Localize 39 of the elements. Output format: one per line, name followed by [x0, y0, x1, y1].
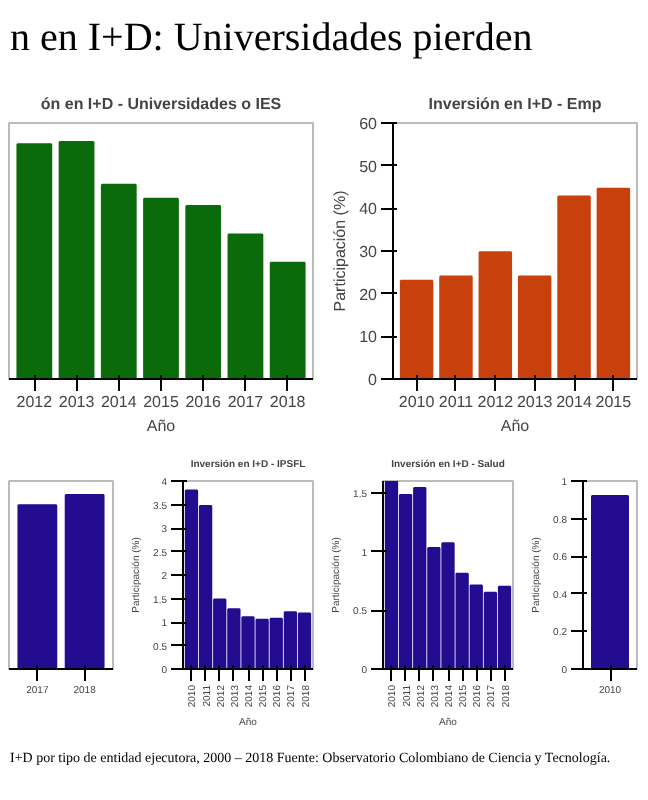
x-tick-label: 2011 [438, 393, 475, 411]
text: n en I+D: Universidades pierden [10, 14, 533, 64]
bar [58, 140, 95, 379]
x-axis-title: Año [500, 417, 531, 435]
x-tick-label: 2012 [477, 393, 515, 411]
x-tick-label: 2014 [100, 393, 138, 411]
bar [100, 183, 137, 379]
y-axis-title: Participación (%) [331, 189, 350, 312]
y-tick-label: 30 [359, 243, 379, 261]
x-tick-label: 2013 [58, 393, 96, 411]
bar [143, 197, 179, 379]
x-tick-label: 2010 [398, 393, 436, 411]
chart-title: ón en I+D - Universidades o IES [40, 95, 283, 113]
x-tick-label: 2018 [269, 393, 307, 411]
x-tick-label: 2014 [556, 393, 593, 411]
y-tick-label: 40 [359, 200, 379, 219]
y-tick-label: 10 [359, 328, 379, 347]
x-tick-label: 2016 [185, 393, 223, 411]
bar [185, 204, 222, 379]
y-tick-label: 0 [368, 371, 379, 389]
bar [16, 143, 53, 379]
y-tick-label: 60 [359, 115, 379, 133]
bar [517, 275, 552, 379]
x-axis-title: Año [146, 417, 177, 435]
bar [596, 187, 631, 379]
bar [399, 279, 434, 379]
bar [478, 251, 513, 379]
y-tick-label: 20 [359, 285, 379, 304]
chart-title: Inversión en I+D - Emp [428, 95, 602, 113]
bar [227, 233, 264, 379]
y-tick-label: 50 [359, 157, 379, 176]
x-tick-label: 2015 [595, 393, 633, 411]
x-tick-label: 2013 [516, 393, 554, 411]
bar [439, 275, 473, 379]
x-tick-label: 2012 [16, 393, 54, 411]
x-tick-label: 2017 [227, 393, 265, 411]
x-tick-label: 2015 [143, 393, 180, 411]
bar [557, 195, 591, 379]
bar [269, 261, 306, 379]
